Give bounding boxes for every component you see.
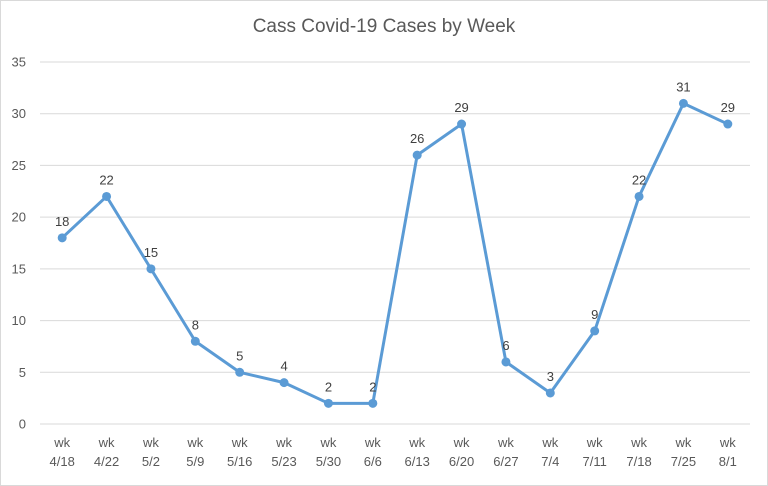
- data-point-13: [634, 191, 644, 201]
- x-tick-label-9: wk 6/20: [449, 435, 474, 469]
- data-point-15: [723, 119, 733, 129]
- data-label-13: 22: [632, 172, 646, 187]
- data-label-3: 8: [192, 317, 199, 332]
- data-point-3: [190, 336, 200, 346]
- x-tick-label-7: wk 6/6: [364, 435, 382, 469]
- chart-title: Cass Covid-19 Cases by Week: [252, 16, 516, 37]
- y-axis-tick-labels: 0 5 10 15 20 25 30 35: [12, 55, 26, 432]
- data-label-7: 2: [369, 379, 376, 394]
- data-label-11: 3: [547, 369, 554, 384]
- data-label-0: 18: [55, 214, 69, 229]
- gridlines: [40, 61, 750, 425]
- data-point-7: [368, 398, 378, 408]
- x-tick-label-11: wk 7/4: [541, 435, 559, 469]
- data-point-5: [279, 378, 289, 388]
- y-tick-label-0: 0: [19, 417, 26, 432]
- data-label-5: 4: [280, 359, 287, 374]
- data-point-14: [678, 98, 688, 108]
- x-tick-label-6: wk 5/30: [316, 435, 341, 469]
- data-point-6: [323, 398, 333, 408]
- data-label-6: 2: [325, 379, 332, 394]
- data-label-14: 31: [676, 79, 690, 94]
- data-point-12: [590, 326, 600, 336]
- x-tick-label-3: wk 5/9: [186, 435, 204, 469]
- x-tick-label-13: wk 7/18: [626, 435, 651, 469]
- y-tick-label-15: 15: [12, 261, 26, 276]
- x-tick-label-1: wk 4/22: [94, 435, 119, 469]
- data-label-10: 6: [502, 338, 509, 353]
- data-point-8: [412, 150, 422, 160]
- data-point-1: [102, 191, 112, 201]
- data-label-8: 26: [410, 131, 424, 146]
- x-axis-tick-labels: wk 4/18 wk 4/22 wk 5/2 wk 5/9 wk 5/16 wk 5/23 wk 5/30…: [50, 435, 737, 469]
- data-label-1: 22: [99, 172, 113, 187]
- y-tick-label-10: 10: [12, 313, 26, 328]
- data-point-9: [457, 119, 467, 129]
- x-tick-label-2: wk 5/2: [142, 435, 160, 469]
- series-line-0: [60, 101, 730, 405]
- data-point-11: [545, 388, 555, 398]
- data-label-9: 29: [454, 100, 468, 115]
- y-tick-label-5: 5: [19, 365, 26, 380]
- data-point-10: [501, 357, 511, 367]
- x-tick-label-12: wk 7/11: [583, 435, 607, 469]
- y-tick-label-35: 35: [12, 55, 26, 70]
- x-tick-label-10: wk 6/27: [493, 435, 518, 469]
- x-tick-label-0: wk 4/18: [50, 435, 75, 469]
- data-label-12: 9: [591, 307, 598, 322]
- data-point-0: [57, 233, 67, 243]
- x-tick-label-15: wk 8/1: [719, 435, 737, 469]
- y-tick-label-25: 25: [12, 158, 26, 173]
- data-label-2: 15: [144, 245, 158, 260]
- data-point-2: [146, 264, 156, 274]
- series-cases: [57, 98, 733, 408]
- data-label-4: 5: [236, 348, 243, 363]
- x-tick-label-4: wk 5/16: [227, 435, 252, 469]
- x-tick-label-8: wk 6/13: [405, 435, 430, 469]
- x-tick-label-14: wk 7/25: [671, 435, 696, 469]
- y-tick-label-20: 20: [12, 210, 26, 225]
- data-label-15: 29: [721, 100, 735, 115]
- y-tick-label-30: 30: [12, 106, 26, 121]
- data-point-4: [235, 367, 245, 377]
- x-tick-label-5: wk 5/23: [271, 435, 296, 469]
